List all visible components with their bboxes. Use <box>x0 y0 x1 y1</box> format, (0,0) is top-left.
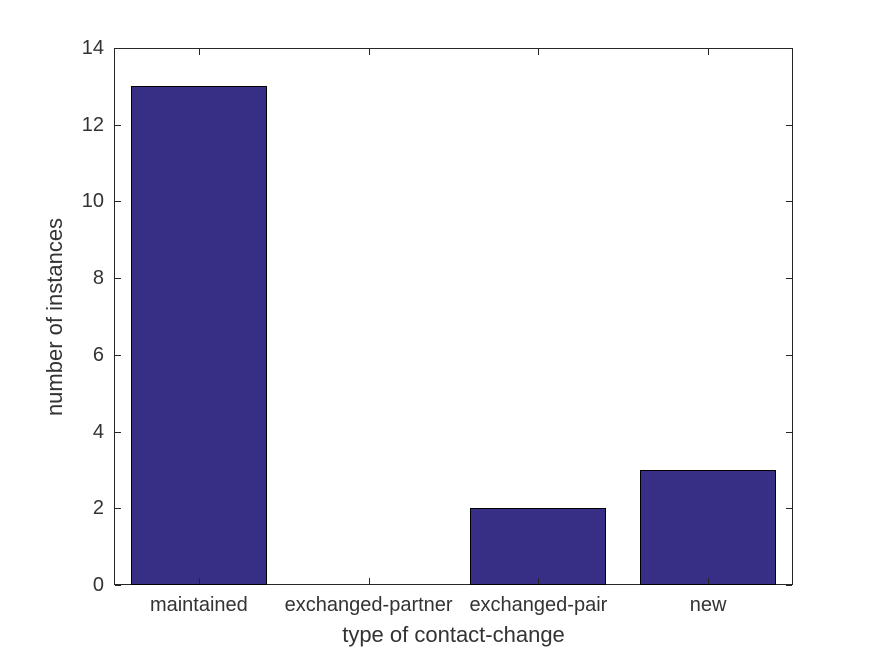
y-tick-label: 8 <box>92 267 104 290</box>
x-tick-label: maintained <box>149 594 248 616</box>
y-tick-right <box>786 354 792 356</box>
y-tick-right <box>786 201 792 203</box>
y-tick-label: 2 <box>92 497 104 520</box>
y-tick-left <box>115 431 121 433</box>
x-tick-bottom <box>708 578 710 584</box>
x-axis-label: type of contact-change <box>342 622 565 647</box>
y-tick-left <box>115 48 121 49</box>
x-tick-bottom <box>198 578 200 584</box>
y-tick-label: 4 <box>92 420 104 443</box>
x-tick-top <box>198 49 200 55</box>
bar-exchanged-pair <box>470 508 607 585</box>
x-tick-top <box>538 49 540 55</box>
x-tick-bottom <box>368 578 370 584</box>
y-tick-label: 6 <box>92 343 104 366</box>
x-tick-bottom <box>538 578 540 584</box>
y-tick-right <box>786 431 792 433</box>
y-tick-right <box>786 48 792 49</box>
plot-area <box>114 48 793 585</box>
y-tick-right <box>786 124 792 126</box>
y-tick-left <box>115 201 121 203</box>
y-tick-left <box>115 508 121 510</box>
y-tick-right <box>786 508 792 510</box>
bar-new <box>640 469 777 585</box>
y-tick-left <box>115 354 121 356</box>
x-tick-label: exchanged-partner <box>284 594 453 616</box>
bar-maintained <box>130 86 267 585</box>
y-tick-left <box>115 585 121 586</box>
y-tick-label: 14 <box>81 37 104 59</box>
y-tick-label: 12 <box>81 113 104 136</box>
y-tick-right <box>786 278 792 280</box>
y-tick-left <box>115 278 121 280</box>
y-tick-label: 0 <box>92 574 104 596</box>
y-axis-label: number of instances <box>42 217 67 417</box>
y-tick-left <box>115 124 121 126</box>
x-tick-top <box>368 49 370 55</box>
x-tick-top <box>708 49 710 55</box>
y-tick-label: 10 <box>81 190 104 213</box>
y-tick-right <box>786 585 792 586</box>
x-tick-label: new <box>689 594 727 616</box>
x-tick-label: exchanged-pair <box>469 594 608 616</box>
